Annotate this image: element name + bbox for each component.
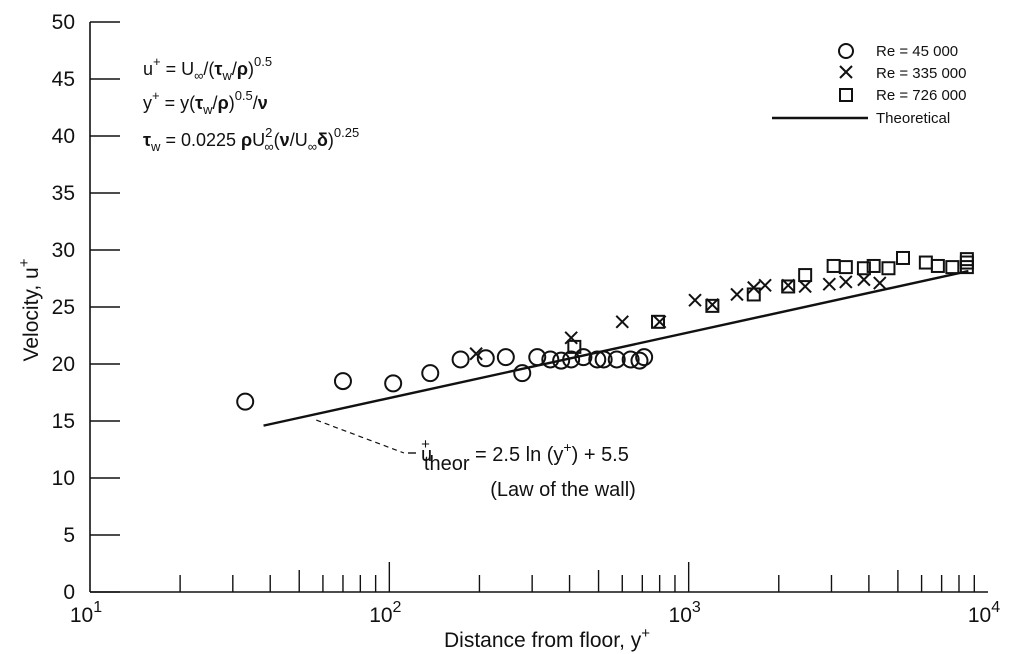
data-points [236, 250, 974, 411]
formula-u-plus: u+ = U∞/(τw/ρ)0.5 [143, 54, 272, 83]
y-tick-label: 15 [52, 410, 75, 433]
point-re-45000 [528, 348, 547, 367]
point-x-stroke [873, 276, 887, 290]
legend-label-re-726000: Re = 726 000 [876, 87, 967, 104]
point-re-335000 [730, 287, 744, 302]
x-tick-label: 104 [968, 599, 1000, 627]
point-re-45000 [513, 364, 532, 383]
formula-y-plus: y+ = y(τw/ρ)0.5/ν [143, 88, 268, 117]
x-tick-label: 101 [70, 599, 102, 627]
point-re-45000 [496, 348, 515, 367]
y-tick-label: 45 [52, 68, 75, 91]
point-re-335000 [839, 275, 853, 289]
legend: Re = 45 000 Re = 335 000 Re = 726 000 Th… [772, 43, 967, 127]
point-x-stroke [730, 287, 744, 302]
point-re-726000 [959, 252, 974, 267]
point-re-45000 [630, 351, 649, 370]
point-re-335000 [688, 293, 702, 307]
y-tick-label: 50 [52, 11, 75, 34]
y-tick-label: 35 [52, 182, 75, 205]
theoretical-series [263, 269, 969, 427]
point-re-45000 [621, 350, 640, 369]
point-re-45000 [552, 351, 571, 370]
legend-label-re-335000: Re = 335 000 [876, 65, 967, 82]
point-x-stroke [857, 272, 871, 287]
y-axis-ticks: 0 5 10 15 20 25 30 35 40 45 50 [52, 11, 120, 604]
point-re-726000 [930, 258, 945, 273]
point-re-726000 [798, 268, 813, 283]
point-re-45000 [421, 364, 440, 383]
point-re-45000 [562, 350, 581, 369]
point-x-stroke [758, 278, 772, 293]
point-re-726000 [856, 261, 871, 276]
point-re-726000 [866, 258, 881, 273]
point-re-335000 [798, 279, 812, 294]
point-re-726000 [945, 260, 960, 275]
point-re-45000 [384, 374, 403, 393]
point-re-45000 [574, 348, 593, 367]
point-re-45000 [236, 392, 255, 411]
point-x-stroke [615, 315, 629, 329]
point-re-45000 [588, 350, 607, 369]
y-axis-title: Velocity, u+ [16, 258, 43, 361]
y-tick-label: 10 [52, 467, 75, 490]
point-re-335000 [564, 331, 578, 345]
point-re-726000 [959, 255, 974, 270]
point-re-335000 [822, 277, 837, 291]
y-tick-label: 20 [52, 353, 75, 376]
annotation-law-of-the-wall: (Law of the wall) [490, 479, 636, 501]
y-tick-label: 0 [63, 581, 75, 604]
y-tick-label: 25 [52, 296, 75, 319]
point-re-726000 [781, 279, 796, 294]
point-re-726000 [705, 298, 720, 313]
legend-label-re-45000: Re = 45 000 [876, 43, 958, 60]
annotation-leader-line [316, 419, 405, 454]
point-re-335000 [758, 278, 772, 293]
point-re-335000 [469, 347, 483, 361]
point-re-335000 [615, 315, 629, 329]
y-tick-label: 5 [63, 524, 75, 547]
point-x-stroke [564, 331, 578, 345]
point-re-726000 [918, 255, 933, 270]
y-tick-label: 30 [52, 239, 75, 262]
y-tick-label: 40 [52, 125, 75, 148]
point-re-726000 [746, 287, 761, 302]
legend-x-marker [839, 65, 853, 79]
formula-tau-w: τw = 0.0225 ρU2 ∞(ν/U∞δ)0.25 [143, 125, 359, 154]
point-re-335000 [857, 272, 871, 287]
point-re-726000 [895, 250, 910, 265]
point-re-726000 [838, 260, 853, 275]
point-re-726000 [567, 339, 582, 354]
legend-square-marker [839, 88, 853, 102]
point-x-stroke [839, 275, 853, 289]
point-x-stroke [469, 347, 483, 361]
x-tick-label: 103 [669, 599, 701, 627]
x-axis-ticks: 101 102 103 104 [70, 562, 1000, 627]
point-x-stroke [822, 277, 837, 291]
point-re-726000 [881, 261, 896, 276]
theoretical-line [263, 269, 969, 427]
legend-label-theoretical: Theoretical [876, 110, 950, 127]
point-re-45000 [541, 350, 560, 369]
point-re-45000 [635, 348, 654, 367]
point-re-45000 [476, 349, 495, 368]
x-axis-title: Distance from floor, y+ [444, 625, 650, 652]
point-re-45000 [607, 350, 626, 369]
point-x-stroke [688, 293, 702, 307]
point-re-726000 [651, 314, 666, 329]
point-re-45000 [594, 350, 613, 369]
legend-circle-marker [838, 43, 854, 59]
x-tick-label: 102 [369, 599, 401, 627]
point-x-stroke [798, 279, 812, 294]
point-re-726000 [826, 258, 841, 273]
point-re-45000 [333, 372, 352, 391]
annotation-equation: u+ theor = 2.5 ln (y+) + 5.5 [421, 436, 629, 475]
point-re-45000 [451, 350, 470, 369]
point-re-335000 [873, 276, 887, 290]
